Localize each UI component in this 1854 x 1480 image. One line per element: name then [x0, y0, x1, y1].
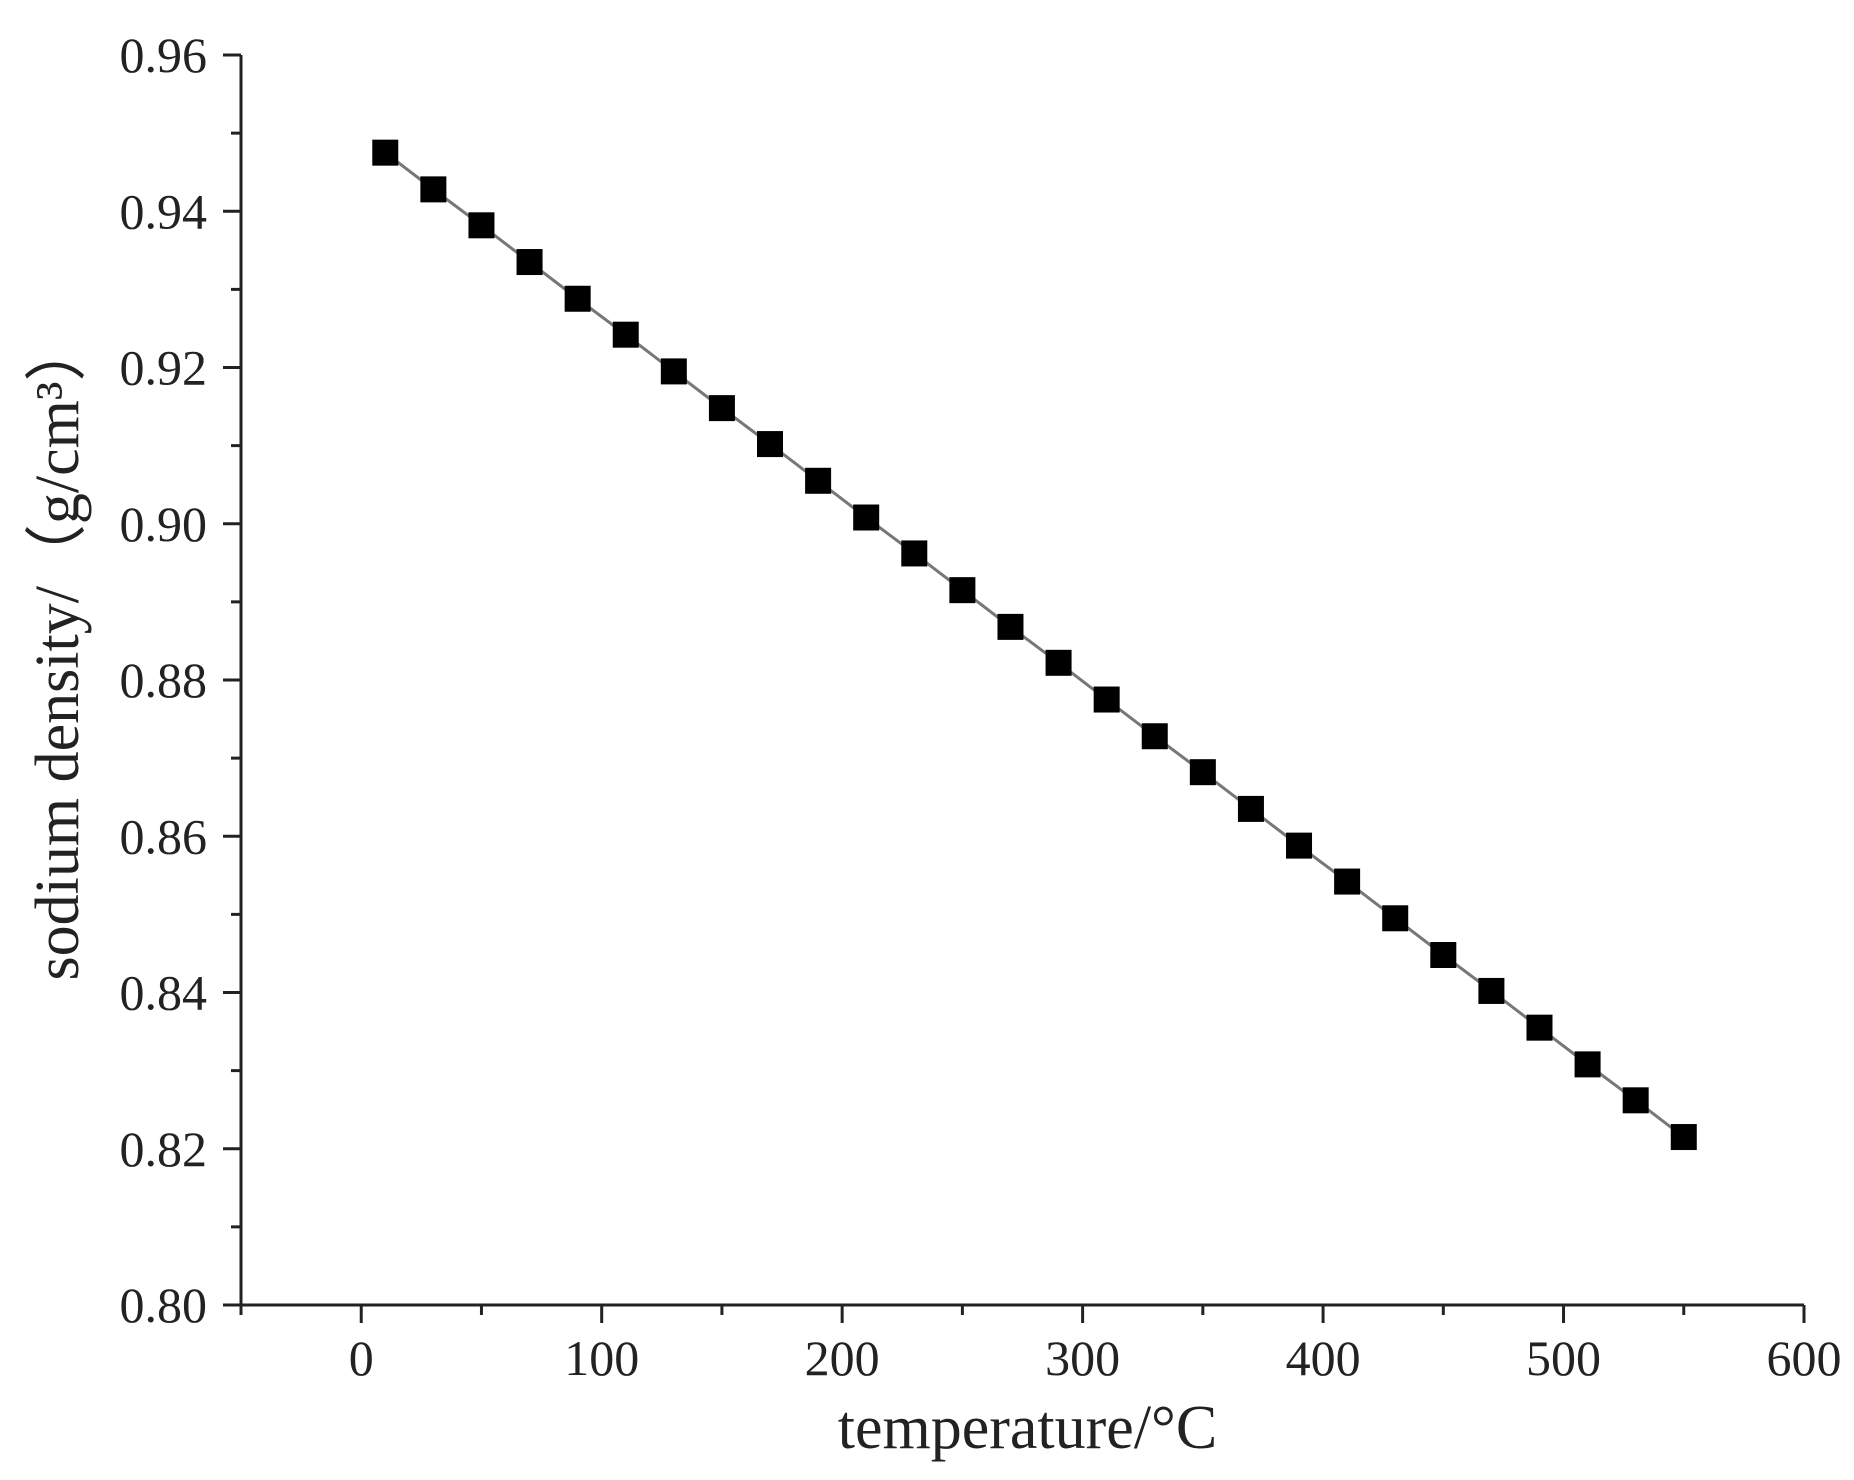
axes: 0.80 0.82 0.84 0.86 0.88 0.90 0.92 0.94 0.96 0 100…	[120, 27, 1842, 1386]
data-point	[1093, 686, 1120, 713]
data-point	[805, 467, 832, 494]
x-tick-label: 100	[564, 1330, 639, 1386]
x-tick-label: 300	[1045, 1330, 1120, 1386]
data-point	[997, 613, 1024, 640]
y-axis-title: sodium density/（g/cm³）	[24, 320, 92, 981]
data-point	[853, 504, 880, 531]
data-point	[516, 249, 543, 276]
data-series	[372, 139, 1697, 1151]
series-line	[384, 151, 1685, 1139]
y-tick-label: 0.80	[120, 1277, 208, 1333]
y-tick-label: 0.90	[120, 496, 208, 552]
data-point	[901, 540, 928, 567]
data-point	[757, 431, 784, 458]
data-point	[708, 395, 735, 422]
y-tick-label: 0.86	[120, 808, 208, 864]
data-point	[372, 139, 399, 166]
data-point	[1237, 795, 1264, 822]
data-point	[1189, 759, 1216, 786]
data-point	[1574, 1051, 1601, 1078]
data-point	[660, 358, 687, 385]
x-tick-label: 600	[1767, 1330, 1842, 1386]
x-tick-label: 0	[349, 1330, 374, 1386]
y-tick-label: 0.88	[120, 652, 208, 708]
data-point	[1670, 1124, 1697, 1151]
y-tick-label: 0.96	[120, 27, 208, 83]
y-tick-label: 0.82	[120, 1121, 208, 1177]
x-tick-label: 400	[1286, 1330, 1361, 1386]
x-tick-label: 500	[1526, 1330, 1601, 1386]
data-point	[1382, 905, 1409, 932]
data-point	[612, 321, 639, 348]
data-point	[1141, 723, 1168, 750]
y-tick-label: 0.84	[120, 965, 208, 1021]
data-point	[1430, 942, 1457, 968]
data-point	[468, 212, 495, 239]
data-point	[1334, 868, 1361, 895]
data-point	[1622, 1087, 1649, 1114]
data-point	[1478, 977, 1505, 1004]
y-tick-label: 0.92	[120, 340, 208, 396]
x-tick-label: 200	[805, 1330, 880, 1386]
data-point	[1526, 1014, 1553, 1041]
data-point	[420, 176, 447, 203]
data-point	[949, 577, 976, 604]
data-point	[1286, 832, 1313, 859]
data-point	[564, 285, 591, 312]
y-tick-label: 0.94	[120, 183, 208, 239]
x-axis-title: temperature/°C	[838, 1394, 1217, 1462]
data-point	[1045, 649, 1072, 676]
